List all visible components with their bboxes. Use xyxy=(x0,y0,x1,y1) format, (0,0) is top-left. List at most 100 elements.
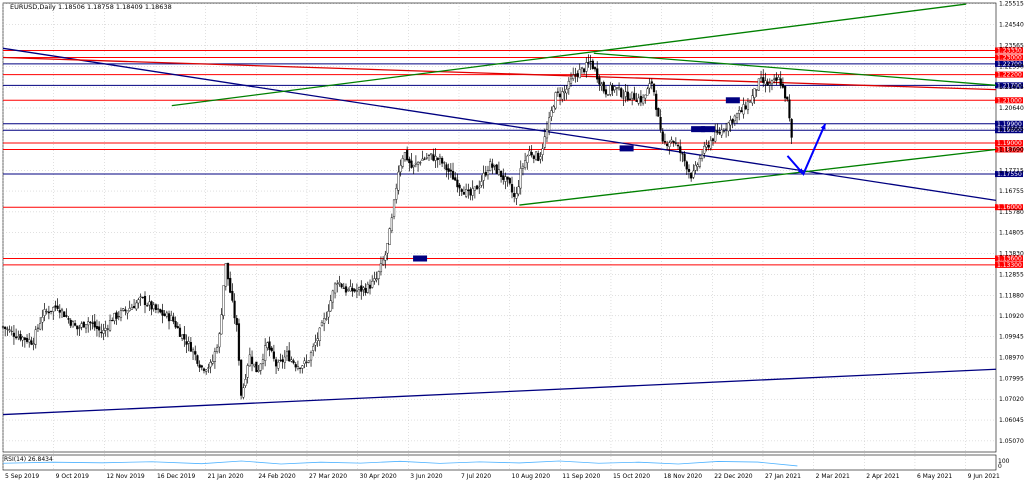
candle-body xyxy=(108,320,112,331)
candle-body xyxy=(78,327,81,329)
trend-line xyxy=(171,3,967,107)
candle-body xyxy=(200,365,203,368)
level-label: 1.13300 xyxy=(997,262,1022,269)
candle-body xyxy=(49,310,53,312)
candle-body xyxy=(725,128,728,130)
candle-body xyxy=(648,83,651,89)
candle-body xyxy=(609,85,612,95)
level-label-bg xyxy=(995,71,1023,78)
candle-body xyxy=(12,332,16,337)
candle-body xyxy=(576,73,579,77)
candle-body xyxy=(773,78,776,80)
candle-body xyxy=(764,80,767,85)
candle-body xyxy=(1,326,5,328)
candle-body xyxy=(532,155,535,159)
candle-body xyxy=(25,337,29,342)
price-tick-label: 1.09945 xyxy=(999,334,1024,341)
candle-body xyxy=(755,89,758,91)
candle-body xyxy=(657,108,660,117)
candle-body xyxy=(130,307,133,310)
candle-body xyxy=(270,347,273,352)
candle-body xyxy=(672,141,675,143)
candle-body xyxy=(21,336,24,341)
candle-body xyxy=(491,163,494,168)
candle-body xyxy=(482,173,485,181)
candle-body xyxy=(218,333,221,348)
candle-body xyxy=(788,99,791,119)
candle-body xyxy=(681,153,684,155)
candle-body xyxy=(746,101,750,111)
candle-body xyxy=(727,122,730,132)
candle-body xyxy=(626,91,629,101)
candle-body xyxy=(493,165,496,167)
candle-body xyxy=(187,341,190,344)
candle-body xyxy=(676,144,680,147)
date-tick-label: 27 Mar 2020 xyxy=(309,473,347,480)
candle-body xyxy=(299,367,302,369)
candle-body xyxy=(215,347,219,352)
candle-body xyxy=(331,290,334,303)
price-tick-label: 1.19665 xyxy=(999,126,1024,133)
price-axis: 1.25515 1.24540 1.23565 1.22590 1.21615 1.206… xyxy=(999,1,1024,445)
candle-body xyxy=(499,170,503,177)
arrow-head-down xyxy=(797,168,804,175)
candle-body xyxy=(735,113,739,118)
level-label-bg xyxy=(995,47,1023,54)
candle-body xyxy=(762,77,765,83)
candle-body xyxy=(698,158,701,167)
candle-body xyxy=(395,188,398,200)
candle-body xyxy=(375,278,378,281)
candle-body xyxy=(323,318,326,324)
level-label-bg xyxy=(995,127,1023,134)
candle-body xyxy=(495,164,498,174)
candle-body xyxy=(307,360,310,363)
candle-body xyxy=(309,352,313,361)
candle-body xyxy=(770,80,774,85)
candle-body xyxy=(272,351,275,359)
candle-body xyxy=(257,370,260,372)
candle-body xyxy=(167,313,171,322)
level-label: 1.22200 xyxy=(997,72,1022,79)
candle-body xyxy=(294,364,297,368)
candle-body xyxy=(135,302,138,310)
candle-body xyxy=(683,153,686,162)
candle-body xyxy=(565,88,568,94)
price-tick-label: 1.05070 xyxy=(999,438,1024,445)
candle-body xyxy=(397,171,400,191)
candle-body xyxy=(427,154,431,156)
candle-body xyxy=(152,304,155,309)
candle-body xyxy=(253,363,256,367)
candle-body xyxy=(624,91,627,97)
candle-body xyxy=(443,162,446,164)
date-tick-label: 2 Apr 2021 xyxy=(866,473,899,480)
candle-body xyxy=(644,94,647,99)
price-tick-label: 1.23565 xyxy=(999,42,1024,49)
date-axis: 5 Sep 2019 9 Oct 2019 12 Nov 2019 16 Dec 20… xyxy=(5,473,1000,480)
candle-body xyxy=(104,328,107,331)
candle-body xyxy=(128,308,131,311)
candle-body xyxy=(454,177,457,181)
candle-body xyxy=(233,300,236,319)
candle-body xyxy=(430,153,433,155)
candle-body xyxy=(390,217,393,231)
candle-body xyxy=(655,93,658,110)
candle-body xyxy=(451,171,455,180)
candle-body xyxy=(314,342,317,346)
candle-body xyxy=(434,156,437,161)
candle-body xyxy=(205,369,208,372)
candle-body xyxy=(47,311,50,314)
candle-body xyxy=(663,140,667,143)
candle-body xyxy=(419,162,422,164)
candle-body xyxy=(556,91,559,93)
candle-body xyxy=(259,363,262,371)
candle-body xyxy=(694,164,697,171)
candle-body xyxy=(521,165,525,169)
candle-body xyxy=(281,359,284,362)
candle-body xyxy=(338,282,341,284)
candle-body xyxy=(679,146,682,154)
candle-body xyxy=(290,359,293,362)
rsi-line xyxy=(2,460,798,467)
candle-body xyxy=(320,322,324,327)
candle-body xyxy=(117,316,120,318)
